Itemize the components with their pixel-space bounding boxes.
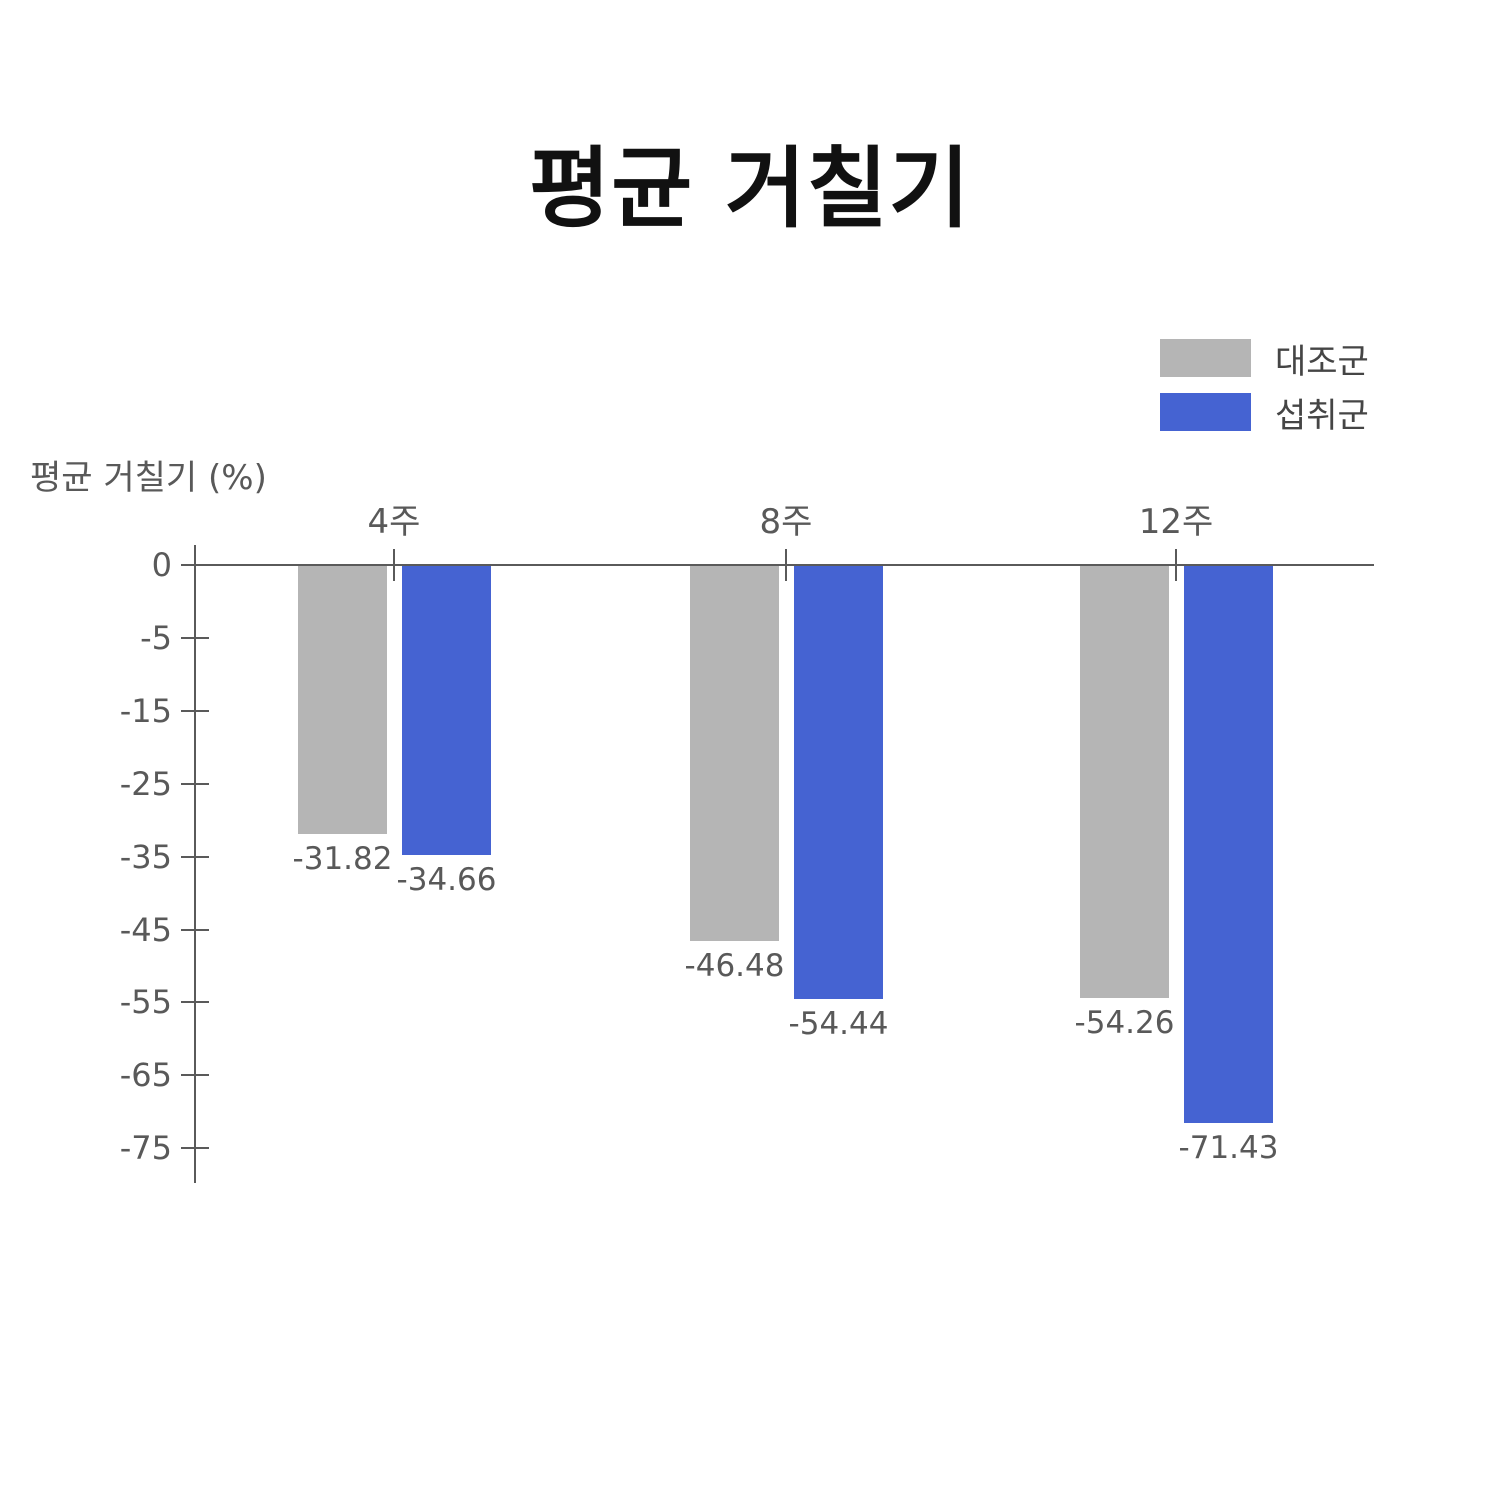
y-tick-label: -75 [119, 1129, 172, 1167]
y-axis-title: 평균 거칠기 (%) [30, 458, 267, 498]
bar-intake-4weeks [402, 566, 491, 855]
y-tick-mark [181, 1074, 209, 1076]
bar-group-intake-12weeks: -71.43 [1179, 566, 1278, 1166]
y-tick-mark [181, 1147, 209, 1149]
y-tick-label: -55 [119, 983, 172, 1021]
bar-group-control-4weeks: -31.82 [293, 566, 392, 877]
y-tick-mark [181, 856, 209, 858]
x-tick-label: 12주 [1138, 502, 1214, 542]
legend-item-intake-group: 섭취군 [1160, 393, 1369, 436]
bar-group-intake-8weeks: -54.44 [789, 566, 888, 1042]
bar-group-control-12weeks: -54.26 [1075, 566, 1174, 1041]
bar-value-label: -54.44 [788, 1006, 889, 1042]
bar-value-label: -71.43 [1178, 1130, 1279, 1166]
bar-control-4weeks [298, 566, 387, 834]
bar-value-label: -46.48 [684, 948, 785, 984]
bar-value-label: -54.26 [1074, 1005, 1175, 1041]
x-tick-mark [393, 549, 395, 581]
y-tick-label: -45 [119, 911, 172, 949]
bar-intake-8weeks [794, 566, 883, 999]
bar-control-12weeks [1080, 566, 1169, 998]
x-tick-mark [1175, 549, 1177, 581]
legend-item-control-group: 대조군 [1160, 339, 1369, 382]
y-tick-mark [181, 637, 209, 639]
bar-control-8weeks [690, 566, 779, 941]
bar-value-label: -31.82 [292, 841, 393, 877]
bar-group-control-8weeks: -46.48 [685, 566, 784, 984]
y-tick-label: -25 [119, 765, 172, 803]
bar-value-label: -34.66 [396, 862, 497, 898]
y-tick-label: -15 [119, 692, 172, 730]
y-tick-mark [181, 1001, 209, 1003]
legend-label-control-group: 대조군 [1275, 341, 1369, 382]
x-tick-label: 8주 [759, 502, 813, 542]
chart-title: 평균 거칠기 [529, 137, 971, 240]
x-tick-mark [785, 549, 787, 581]
y-tick-mark [181, 929, 209, 931]
legend-label-intake-group: 섭취군 [1275, 395, 1369, 436]
y-axis-line [194, 545, 196, 1183]
y-tick-label: -65 [119, 1056, 172, 1094]
bar-group-intake-4weeks: -34.66 [397, 566, 496, 898]
legend-swatch-control-group [1160, 339, 1251, 377]
y-tick-mark [181, 783, 209, 785]
x-axis-line [195, 564, 1374, 566]
bar-intake-12weeks [1184, 566, 1273, 1123]
y-tick-label: -35 [119, 838, 172, 876]
y-tick-label: -5 [140, 619, 172, 657]
legend-swatch-intake-group [1160, 393, 1251, 431]
legend: 대조군 섭취군 [1160, 339, 1369, 436]
y-tick-mark [181, 564, 209, 566]
y-tick-mark [181, 710, 209, 712]
x-tick-label: 4주 [367, 502, 421, 542]
y-tick-label: 0 [151, 546, 172, 584]
